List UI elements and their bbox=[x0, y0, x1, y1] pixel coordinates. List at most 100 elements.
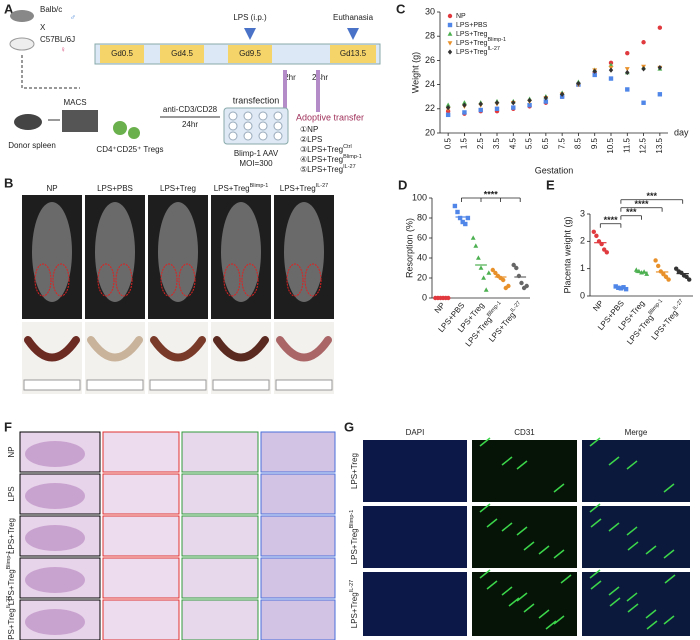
marker bbox=[657, 65, 663, 71]
tissue bbox=[25, 525, 85, 551]
ruler bbox=[212, 379, 270, 391]
x-tick-label: 6.5 bbox=[541, 137, 550, 149]
vessel-signal bbox=[645, 609, 657, 619]
marker bbox=[543, 95, 549, 101]
tissue bbox=[25, 567, 85, 593]
x-tick-label: 0.5 bbox=[443, 137, 452, 149]
column-label: LPS+Treg bbox=[160, 184, 196, 193]
strain: C57BL/6J bbox=[40, 35, 75, 44]
vessel-signal bbox=[523, 541, 535, 551]
marker bbox=[494, 100, 500, 106]
marker bbox=[457, 215, 463, 221]
marker bbox=[576, 80, 581, 87]
timeline-box bbox=[100, 45, 144, 63]
y-axis-label: Placenta weight (g) bbox=[562, 216, 572, 293]
significance: *** bbox=[647, 191, 658, 201]
legend-label-main: LPS+Treg bbox=[456, 49, 488, 56]
group-item-sup: IL-27 bbox=[343, 164, 356, 170]
row-label: LPS bbox=[7, 486, 16, 501]
group-item: ②LPS bbox=[300, 135, 322, 144]
marker bbox=[644, 271, 650, 276]
vessel-signal bbox=[501, 586, 513, 596]
y-tick-label: 0 bbox=[580, 290, 585, 300]
marker bbox=[446, 295, 451, 301]
panel-label: F bbox=[4, 419, 12, 434]
marker bbox=[666, 277, 671, 282]
group-item-main: ②LPS bbox=[300, 135, 322, 144]
group-item-main: ④LPS+Treg bbox=[300, 155, 343, 164]
x-tick-label: 3.5 bbox=[492, 137, 501, 149]
row-label: LPS+Treg bbox=[7, 518, 16, 554]
marker bbox=[501, 277, 506, 283]
significance: **** bbox=[484, 189, 499, 199]
mouse-icon bbox=[14, 114, 42, 130]
marker bbox=[661, 271, 666, 277]
timeline-box bbox=[330, 45, 376, 63]
column-label-main: LPS+Treg bbox=[214, 184, 250, 193]
group-item: ④LPS+TregBlimp-1 bbox=[300, 154, 362, 164]
roi-outline bbox=[115, 263, 133, 297]
marker bbox=[641, 66, 646, 72]
column-label: LPS+TregIL-27 bbox=[280, 183, 329, 193]
legend-label-sup: Blimp-1 bbox=[487, 37, 506, 43]
row-label-main: LPS+Treg bbox=[350, 592, 359, 628]
vessel-signal bbox=[516, 592, 528, 602]
marker bbox=[653, 258, 658, 263]
marker bbox=[470, 235, 476, 240]
fluorescence-image bbox=[363, 506, 467, 568]
y-tick-label: 26 bbox=[425, 55, 435, 65]
marker bbox=[486, 270, 492, 275]
step-label: MOI=300 bbox=[239, 159, 273, 168]
marker bbox=[687, 277, 692, 282]
plate bbox=[223, 107, 289, 145]
vessel-signal bbox=[626, 592, 638, 602]
x-tick-label: NP bbox=[433, 301, 447, 315]
vessel-signal bbox=[538, 545, 550, 555]
row-label: NP bbox=[7, 446, 16, 457]
panel-label: C bbox=[396, 1, 406, 16]
legend-label-sup: IL-27 bbox=[487, 46, 500, 52]
row-label-main: NP bbox=[7, 446, 16, 457]
vessel-signal bbox=[626, 460, 638, 470]
uterus bbox=[87, 336, 143, 362]
fluorescence-image bbox=[582, 440, 690, 502]
ct-body bbox=[284, 202, 324, 302]
row-label-sup: IL-27 bbox=[349, 580, 355, 593]
vessel-signal bbox=[589, 569, 601, 579]
histology-image bbox=[102, 431, 180, 473]
marker bbox=[445, 112, 451, 118]
x-tick-label: NP bbox=[591, 299, 605, 313]
significance: **** bbox=[604, 215, 619, 225]
fluorescence-image bbox=[582, 506, 690, 568]
marker bbox=[494, 106, 500, 111]
column-label-main: NP bbox=[46, 184, 57, 193]
column-label-main: LPS+PBS bbox=[97, 184, 133, 193]
well bbox=[243, 121, 253, 131]
vessel-signal bbox=[590, 518, 602, 528]
marker bbox=[462, 100, 467, 105]
marker bbox=[447, 22, 453, 28]
y-tick-label: 0 bbox=[422, 292, 427, 302]
marker bbox=[463, 221, 468, 227]
legend-label: NP bbox=[456, 13, 466, 20]
vessel-signal bbox=[553, 549, 565, 559]
panel-label: E bbox=[546, 177, 555, 192]
column-label: LPS+PBS bbox=[97, 184, 133, 193]
interval: 24hr bbox=[312, 73, 328, 82]
legend-label-main: LPS+Treg bbox=[456, 31, 488, 38]
marker bbox=[462, 102, 467, 108]
legend-label-main: NP bbox=[456, 13, 466, 20]
marker bbox=[511, 262, 516, 268]
cross: X bbox=[40, 23, 46, 32]
y-tick-label: 20 bbox=[425, 127, 435, 137]
column-label: LPS+TregBlimp-1 bbox=[214, 183, 269, 193]
roi-outline bbox=[223, 263, 241, 297]
vessel-signal bbox=[486, 518, 498, 528]
marker bbox=[625, 69, 630, 76]
event-label: Euthanasia bbox=[333, 13, 374, 22]
uterus bbox=[150, 336, 206, 362]
marker bbox=[657, 25, 663, 30]
vessel-signal bbox=[589, 503, 601, 513]
